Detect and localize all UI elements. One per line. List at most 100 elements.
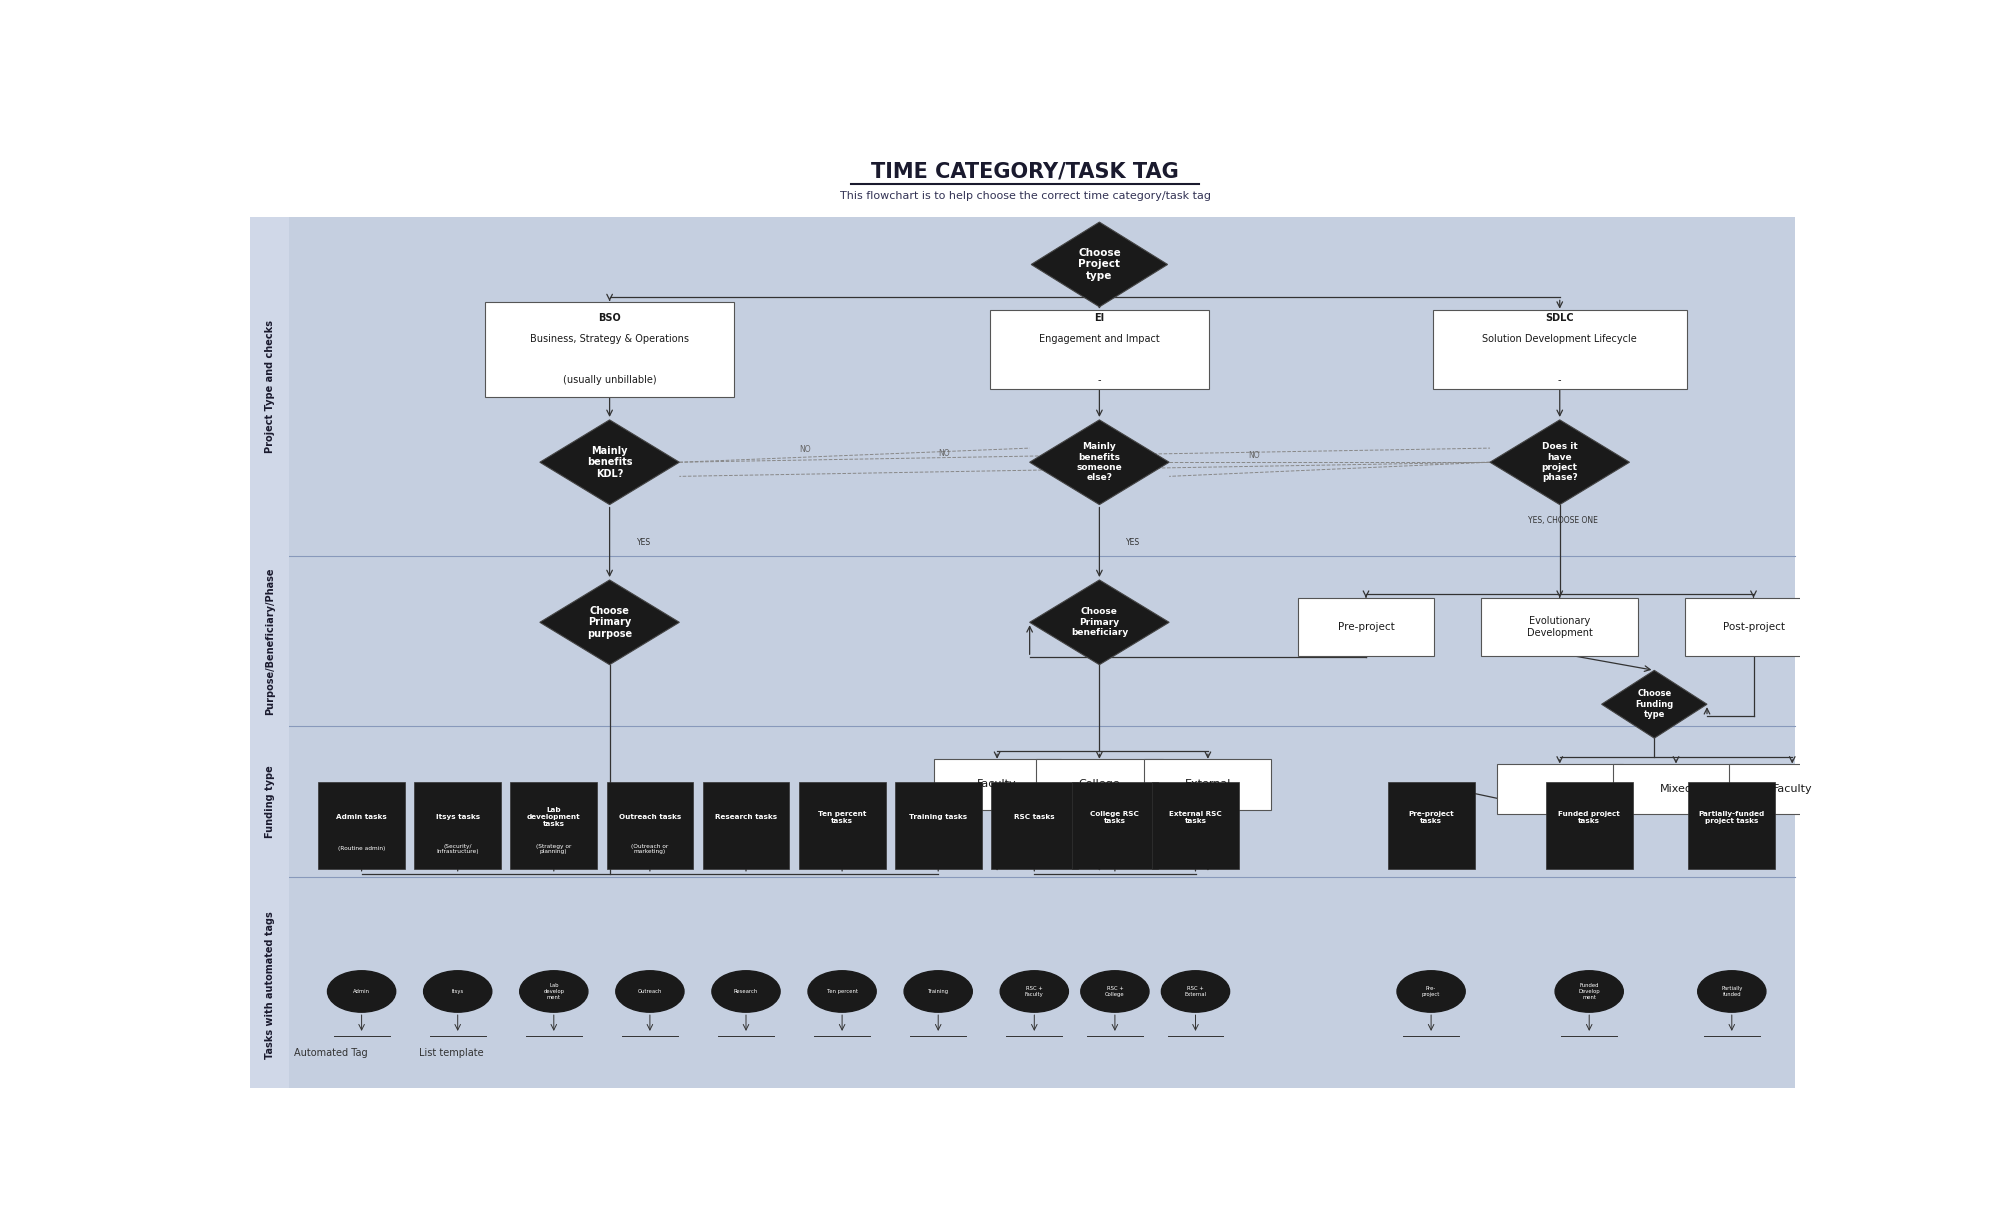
Text: Ten percent
tasks: Ten percent tasks xyxy=(818,811,866,824)
FancyBboxPatch shape xyxy=(606,783,694,870)
Text: EI: EI xyxy=(1094,313,1104,323)
Text: External RSC
tasks: External RSC tasks xyxy=(1170,811,1222,824)
Text: Funded project
tasks: Funded project tasks xyxy=(1558,811,1620,824)
Text: Engagement and Impact: Engagement and Impact xyxy=(1040,334,1160,344)
Text: Pre-
project: Pre- project xyxy=(1422,986,1440,997)
Text: Choose
Project
type: Choose Project type xyxy=(1078,248,1120,281)
Text: List template: List template xyxy=(420,1048,484,1058)
Circle shape xyxy=(1162,971,1230,1013)
Text: Pre-project
tasks: Pre-project tasks xyxy=(1408,811,1454,824)
Text: -: - xyxy=(1098,375,1102,385)
Text: Training tasks: Training tasks xyxy=(910,815,968,821)
Text: RSC +
Faculty: RSC + Faculty xyxy=(1024,986,1044,997)
FancyBboxPatch shape xyxy=(1496,763,1622,815)
Circle shape xyxy=(1000,971,1068,1013)
Text: NO: NO xyxy=(800,445,810,455)
Circle shape xyxy=(1698,971,1766,1013)
Polygon shape xyxy=(1490,419,1630,505)
Text: External: External xyxy=(1184,779,1232,789)
Text: Lab
develop
ment: Lab develop ment xyxy=(544,983,564,999)
Circle shape xyxy=(712,971,780,1013)
Text: YES: YES xyxy=(636,538,650,547)
Text: Solution Development Lifecycle: Solution Development Lifecycle xyxy=(1482,334,1638,344)
Circle shape xyxy=(1556,971,1624,1013)
FancyBboxPatch shape xyxy=(1144,758,1272,810)
Text: Automated Tag: Automated Tag xyxy=(294,1048,368,1058)
Text: YES, CHOOSE ONE: YES, CHOOSE ONE xyxy=(1528,516,1598,525)
Text: Outreach tasks: Outreach tasks xyxy=(618,815,682,821)
Circle shape xyxy=(904,971,972,1013)
FancyBboxPatch shape xyxy=(1614,763,1738,815)
Text: Research tasks: Research tasks xyxy=(714,815,778,821)
Text: Choose
Primary
purpose: Choose Primary purpose xyxy=(588,605,632,638)
FancyBboxPatch shape xyxy=(1298,598,1434,656)
Text: Itsys: Itsys xyxy=(452,989,464,994)
FancyBboxPatch shape xyxy=(1482,598,1638,656)
Text: Funding type: Funding type xyxy=(266,764,276,838)
Text: RSC +
External: RSC + External xyxy=(1184,986,1206,997)
FancyBboxPatch shape xyxy=(1686,598,1822,656)
FancyBboxPatch shape xyxy=(1388,783,1474,870)
Circle shape xyxy=(1080,971,1148,1013)
Text: Purpose/Beneficiary/Phase: Purpose/Beneficiary/Phase xyxy=(266,567,276,715)
Text: Ten percent: Ten percent xyxy=(826,989,858,994)
FancyBboxPatch shape xyxy=(250,147,1800,218)
FancyBboxPatch shape xyxy=(1072,783,1158,870)
FancyBboxPatch shape xyxy=(288,147,1796,1088)
FancyBboxPatch shape xyxy=(1546,783,1632,870)
FancyBboxPatch shape xyxy=(414,783,502,870)
Text: NO: NO xyxy=(1248,451,1260,460)
Text: NO: NO xyxy=(938,449,950,459)
FancyBboxPatch shape xyxy=(318,783,404,870)
FancyBboxPatch shape xyxy=(510,783,598,870)
Text: Funded
Develop
ment: Funded Develop ment xyxy=(1578,983,1600,999)
Text: College RSC
tasks: College RSC tasks xyxy=(1090,811,1140,824)
FancyBboxPatch shape xyxy=(1688,783,1776,870)
Text: Lab
development
tasks: Lab development tasks xyxy=(526,807,580,828)
Text: Post-project: Post-project xyxy=(1722,623,1784,632)
Text: Tasks with automated tags: Tasks with automated tags xyxy=(266,911,276,1059)
Text: Partially-funded
project tasks: Partially-funded project tasks xyxy=(1698,811,1764,824)
Text: Faculty: Faculty xyxy=(978,779,1016,789)
Text: BSO: BSO xyxy=(598,313,620,323)
Text: Itsys tasks: Itsys tasks xyxy=(436,815,480,821)
Text: YES: YES xyxy=(1126,538,1140,547)
Text: Pre-project: Pre-project xyxy=(1338,623,1394,632)
Text: Admin: Admin xyxy=(354,989,370,994)
Circle shape xyxy=(328,971,396,1013)
Text: (usually unbillable): (usually unbillable) xyxy=(562,375,656,385)
FancyBboxPatch shape xyxy=(1730,763,1856,815)
Text: RSC +
College: RSC + College xyxy=(1106,986,1124,997)
Circle shape xyxy=(808,971,876,1013)
Text: Mainly
benefits
KDL?: Mainly benefits KDL? xyxy=(586,445,632,479)
Polygon shape xyxy=(1032,223,1168,307)
Polygon shape xyxy=(1030,419,1170,505)
FancyBboxPatch shape xyxy=(1036,758,1162,810)
Text: TIME CATEGORY/TASK TAG: TIME CATEGORY/TASK TAG xyxy=(872,161,1178,181)
FancyBboxPatch shape xyxy=(934,758,1060,810)
Text: (Outreach or
marketing): (Outreach or marketing) xyxy=(632,844,668,855)
FancyBboxPatch shape xyxy=(990,783,1078,870)
Text: Partially
funded: Partially funded xyxy=(1722,986,1742,997)
Text: Does it
have
project
phase?: Does it have project phase? xyxy=(1542,443,1578,482)
FancyBboxPatch shape xyxy=(894,783,982,870)
Text: Project Type and checks: Project Type and checks xyxy=(266,320,276,454)
Circle shape xyxy=(520,971,588,1013)
FancyBboxPatch shape xyxy=(702,783,790,870)
Text: College: College xyxy=(1078,779,1120,789)
Text: (Strategy or
planning): (Strategy or planning) xyxy=(536,844,572,855)
Text: Outreach: Outreach xyxy=(638,989,662,994)
Circle shape xyxy=(616,971,684,1013)
Text: (Routine admin): (Routine admin) xyxy=(338,846,386,851)
Polygon shape xyxy=(1602,670,1708,739)
Text: Choose
Primary
beneficiary: Choose Primary beneficiary xyxy=(1070,608,1128,637)
Text: Mixed: Mixed xyxy=(1660,784,1692,794)
Text: This flowchart is to help choose the correct time category/task tag: This flowchart is to help choose the cor… xyxy=(840,191,1210,201)
FancyBboxPatch shape xyxy=(1432,309,1686,389)
FancyBboxPatch shape xyxy=(250,218,288,1088)
Polygon shape xyxy=(540,419,680,505)
Text: Research: Research xyxy=(734,989,758,994)
Text: Mainly
benefits
someone
else?: Mainly benefits someone else? xyxy=(1076,443,1122,482)
Polygon shape xyxy=(1030,580,1170,664)
FancyBboxPatch shape xyxy=(1152,783,1238,870)
